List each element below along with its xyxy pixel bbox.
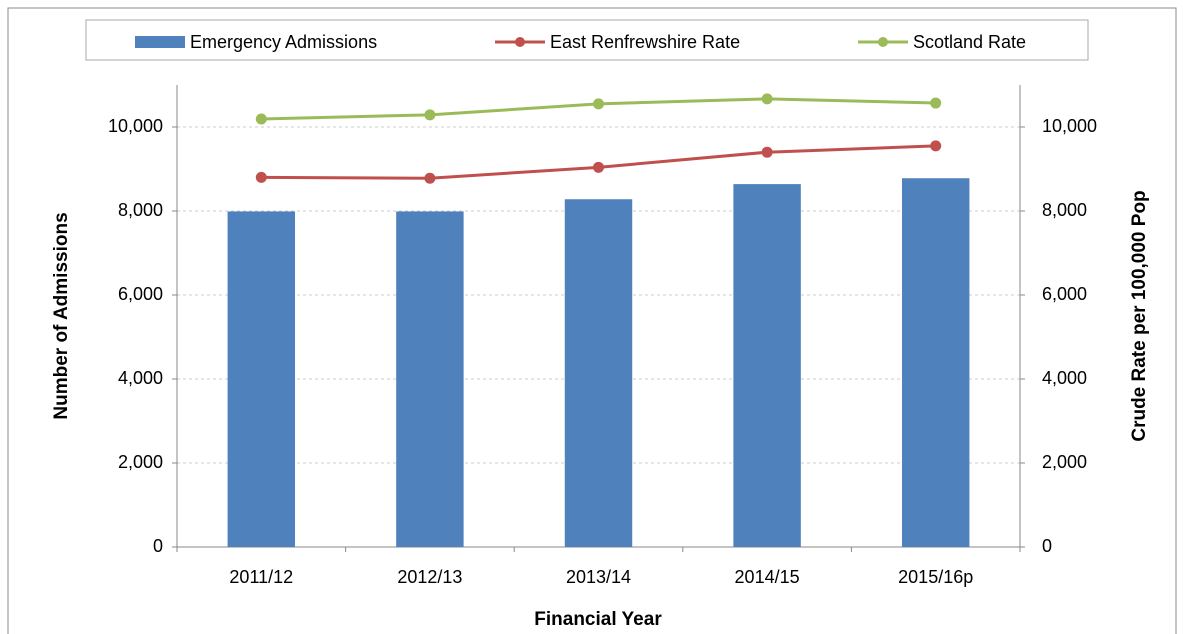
legend-label: Scotland Rate xyxy=(913,32,1026,52)
chart-frame xyxy=(7,7,1177,634)
x-axis-title: Financial Year xyxy=(534,609,662,630)
y2-tick-label: 6,000 xyxy=(1042,284,1087,304)
bar xyxy=(564,199,633,548)
y2-tick-label: 0 xyxy=(1042,536,1052,556)
y-tick-label: 0 xyxy=(153,536,163,556)
x-tick-label: 2014/15 xyxy=(735,567,800,587)
legend-swatch xyxy=(135,36,185,48)
line-marker xyxy=(761,93,773,105)
y-tick-label: 4,000 xyxy=(118,368,163,388)
line-marker xyxy=(593,98,604,110)
bar xyxy=(396,211,464,548)
bar xyxy=(901,178,970,548)
y2-tick-label: 8,000 xyxy=(1042,200,1087,220)
bar xyxy=(227,211,296,548)
line-marker xyxy=(424,109,436,121)
line-marker xyxy=(255,171,267,183)
x-tick-label: 2011/12 xyxy=(229,567,293,587)
x-tick-label: 2013/14 xyxy=(566,567,631,587)
line-marker xyxy=(930,97,942,109)
line-marker xyxy=(424,172,436,184)
y-axis-title: Number of Admissions xyxy=(51,212,72,419)
line-marker xyxy=(930,140,942,152)
legend-swatch-marker xyxy=(878,37,888,47)
line-marker xyxy=(593,161,604,173)
y2-tick-label: 2,000 xyxy=(1042,452,1087,472)
y-tick-label: 8,000 xyxy=(118,200,163,220)
bar xyxy=(733,184,801,547)
x-tick-label: 2015/16p xyxy=(898,567,973,587)
y2-tick-label: 10,000 xyxy=(1042,116,1097,136)
legend-label: Emergency Admissions xyxy=(190,32,377,52)
legend-label: East Renfrewshire Rate xyxy=(550,32,740,52)
legend-box xyxy=(85,19,1089,61)
y2-axis-title: Crude Rate per 100,000 Pop xyxy=(1129,190,1150,441)
line-marker xyxy=(761,146,773,158)
y-tick-label: 6,000 xyxy=(118,284,163,304)
y2-tick-label: 4,000 xyxy=(1042,368,1087,388)
line-marker xyxy=(255,113,267,125)
x-tick-label: 2012/13 xyxy=(397,567,462,587)
legend-swatch-marker xyxy=(515,37,525,47)
y-tick-label: 2,000 xyxy=(118,452,163,472)
y-tick-label: 10,000 xyxy=(108,116,163,136)
